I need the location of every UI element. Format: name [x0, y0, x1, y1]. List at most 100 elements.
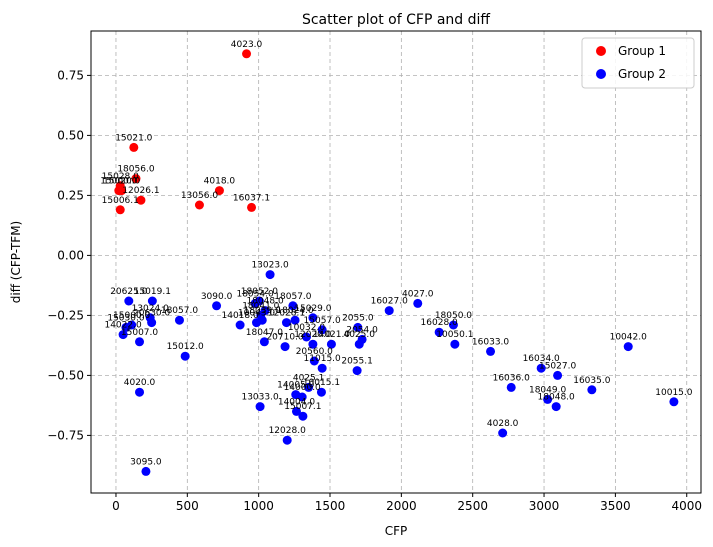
data-point-group-2 — [265, 270, 275, 280]
x-tick-label: 2500 — [457, 499, 488, 513]
data-point-label: 16033.0 — [472, 337, 509, 347]
data-point-label: 16027.0 — [371, 297, 408, 307]
data-point-label: 18024.0 — [276, 306, 313, 316]
data-point-group-1 — [247, 202, 257, 212]
data-point-label: 14022.0 — [104, 321, 141, 331]
y-tick-label: −0.25 — [47, 308, 84, 322]
data-point-label: 10032.0 — [288, 323, 325, 333]
data-point-group-2 — [316, 387, 326, 397]
data-point-group-1 — [114, 186, 124, 196]
data-point-group-2 — [298, 411, 308, 421]
data-point-label: 4023.0 — [231, 40, 263, 50]
chart-title: Scatter plot of CFP and diff — [302, 12, 490, 28]
data-point-label: 12028.1 — [268, 309, 305, 319]
data-point-group-2 — [326, 339, 336, 349]
data-point-group-2 — [317, 363, 327, 373]
data-point-label: 10043.0 — [238, 309, 275, 319]
data-point-label: 10050.1 — [436, 330, 473, 340]
data-point-label: 16034.0 — [523, 354, 560, 364]
data-point-group-2 — [297, 392, 307, 402]
y-tick-label: 0.75 — [57, 68, 84, 82]
data-point-label: 13024.0 — [132, 304, 169, 314]
data-point-label: 18048.0 — [246, 297, 283, 307]
data-point-label: 15000.0 — [113, 311, 150, 321]
data-point-group-2 — [255, 402, 265, 412]
data-point-group-2 — [235, 320, 245, 330]
x-tick-label: 4000 — [671, 499, 702, 513]
data-point-group-2 — [498, 428, 508, 438]
data-point-label: 16036.0 — [493, 373, 530, 383]
data-point-group-2 — [309, 356, 319, 366]
grid — [91, 31, 701, 493]
data-point-group-2 — [127, 320, 137, 330]
data-point-label: 18047.0 — [246, 328, 283, 338]
data-point-group-2 — [280, 342, 290, 352]
data-point-group-1 — [115, 205, 125, 215]
x-tick-label: 1000 — [243, 499, 274, 513]
legend-box — [581, 37, 695, 89]
data-point-group-2 — [288, 301, 298, 311]
data-point-label: 12020.0 — [294, 330, 331, 340]
data-point-label: 13056.0 — [181, 191, 218, 201]
data-point-label: 18052.0 — [241, 287, 278, 297]
data-point-group-2 — [180, 351, 190, 361]
data-point-group-2 — [147, 296, 157, 306]
y-tick-label: 0.00 — [57, 248, 84, 262]
data-point-label: 18039.0 — [244, 306, 281, 316]
data-point-group-2 — [301, 332, 311, 342]
data-point-label: 3095.0 — [130, 457, 162, 467]
data-point-group-2 — [290, 315, 300, 325]
data-point-group-2 — [354, 339, 364, 349]
data-point-label: 12026.1 — [122, 186, 159, 196]
data-point-label: 14000.0 — [284, 383, 321, 393]
data-point-label: 15021.0 — [115, 133, 152, 143]
data-point-group-2 — [669, 397, 679, 407]
data-point-group-2 — [304, 382, 314, 392]
data-point-group-1 — [214, 186, 224, 196]
data-point-group-2 — [282, 435, 292, 445]
data-point-group-2 — [259, 337, 269, 347]
legend: Group 1 Group 2 — [581, 37, 695, 89]
legend-marker-group-2 — [596, 69, 606, 79]
y-tick-label: 0.25 — [57, 188, 84, 202]
data-point-group-2 — [434, 327, 444, 337]
data-point-group-2 — [212, 301, 222, 311]
x-axis-label: CFP — [385, 524, 408, 538]
data-point-label: 4027.0 — [402, 289, 434, 299]
data-point-group-2 — [308, 339, 318, 349]
data-point-label: 13033.0 — [241, 393, 278, 403]
data-point-label: 15019.1 — [134, 287, 171, 297]
data-point-label: 18048.0 — [538, 393, 575, 403]
data-point-label: 15028.0 — [102, 172, 139, 182]
data-point-label: 15030.0 — [107, 313, 144, 323]
data-point-group-2 — [587, 385, 597, 395]
data-point-label: 3090.0 — [201, 292, 233, 302]
data-point-group-2 — [308, 313, 318, 323]
data-point-label: 2055.1 — [341, 357, 373, 367]
x-axis-ticks: 0 500 1000 1500 2000 2500 3000 3500 4000 — [112, 493, 702, 513]
data-point-label: 12028.0 — [269, 426, 306, 436]
data-point-label: 18049.0 — [529, 385, 566, 395]
x-tick-label: 3500 — [600, 499, 631, 513]
data-point-label: 4025.0 — [344, 330, 376, 340]
x-tick-label: 1500 — [315, 499, 346, 513]
data-point-group-2 — [553, 370, 563, 380]
legend-marker-group-1 — [596, 46, 606, 56]
data-point-group-1 — [242, 49, 252, 59]
y-axis-ticks: −0.75 −0.50 −0.25 0.00 0.25 0.50 0.75 — [47, 68, 91, 442]
data-point-label: 15027.0 — [539, 361, 576, 371]
legend-label-group-2: Group 2 — [618, 67, 666, 81]
data-point-group-2 — [291, 406, 301, 416]
plot-frame — [90, 30, 702, 494]
data-point-group-2 — [254, 296, 264, 306]
data-point-group-2 — [145, 313, 155, 323]
data-point-label: 14004.0 — [278, 397, 315, 407]
data-point-label: 14021.0 — [313, 330, 350, 340]
point-labels: 4023.015021.018056.015028.015020.015000.… — [100, 40, 693, 468]
data-point-group-2 — [536, 363, 546, 373]
data-point-label: 14005.0 — [277, 381, 314, 391]
data-point-label: 2055.0 — [342, 313, 374, 323]
x-tick-label: 0 — [112, 499, 120, 513]
legend-label-group-1: Group 1 — [618, 44, 666, 58]
data-point-label: 4020.0 — [124, 378, 156, 388]
